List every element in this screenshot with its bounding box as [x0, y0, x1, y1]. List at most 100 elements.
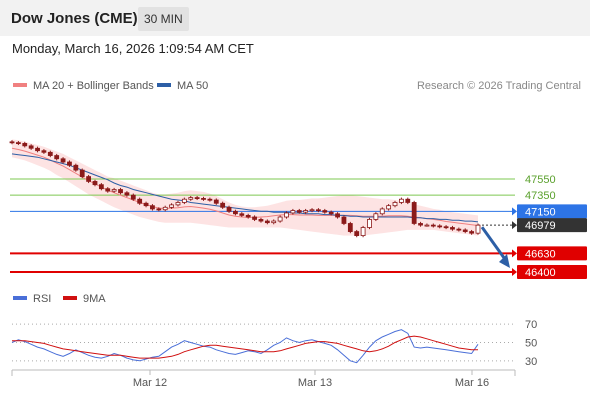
- candle-body: [111, 189, 117, 192]
- credit-text: Research © 2026 Trading Central: [416, 80, 581, 92]
- ma50-swatch: [157, 83, 171, 88]
- candle-body: [60, 158, 66, 163]
- candle-body: [386, 205, 392, 210]
- candle-body: [22, 143, 28, 147]
- candle-body: [354, 231, 360, 237]
- legend-rsi-ma-label: 9MA: [83, 293, 106, 305]
- ma50-line: [11, 153, 479, 223]
- candle-body: [284, 212, 289, 218]
- candle-body: [35, 147, 40, 152]
- candle-body: [245, 214, 251, 218]
- x-tick-label: Mar 13: [298, 377, 332, 389]
- x-axis: Mar 12 Mar 13 Mar 16: [11, 369, 516, 389]
- candle-body: [367, 219, 372, 228]
- candle-body: [418, 223, 423, 226]
- candle-body: [118, 189, 123, 194]
- legend-ma20: MA 20 + Bollinger Bands: [13, 80, 154, 92]
- candle-body: [475, 224, 481, 234]
- legend-rsi: RSI: [13, 293, 51, 305]
- level-label-46630: 46630: [525, 248, 556, 260]
- legend-ma50: MA 50: [157, 80, 208, 92]
- x-tick-label: Mar 16: [455, 377, 489, 389]
- candle-body: [124, 192, 130, 196]
- candle-body: [316, 209, 321, 212]
- instrument-title: Dow Jones (CME): [11, 10, 138, 27]
- candle-body: [239, 213, 245, 216]
- candle-body: [213, 199, 219, 204]
- candle-body: [47, 151, 53, 156]
- candle-body: [9, 141, 15, 144]
- candle-body: [252, 216, 257, 220]
- candle-body: [443, 226, 449, 229]
- candle-body: [226, 206, 232, 212]
- candle-body: [335, 213, 340, 218]
- level-label-46400: 46400: [525, 267, 556, 279]
- candle-body: [405, 198, 411, 203]
- candle-body: [264, 220, 270, 224]
- candle-body: [309, 209, 315, 212]
- candle-body: [130, 194, 136, 200]
- rsi-ma-line: [12, 335, 478, 359]
- candle-body: [290, 210, 296, 214]
- candle-body: [392, 202, 398, 207]
- candle-body: [450, 227, 455, 230]
- level-label-47550: 47550: [525, 174, 556, 186]
- rsi-line: [11, 329, 479, 364]
- level-label-46979: 46979: [525, 220, 556, 232]
- rsi-tick-30: 30: [525, 356, 537, 368]
- legend-rsi-ma: 9MA: [63, 293, 106, 305]
- datetime-label: Monday, March 16, 2026 1:09:54 AM CET: [12, 41, 254, 56]
- candle-body: [424, 224, 430, 227]
- candle-body: [233, 210, 238, 215]
- level-tag-pointer-46979: [512, 221, 517, 230]
- candle-body: [322, 210, 328, 213]
- candle-body: [456, 228, 462, 231]
- candle-body: [181, 198, 187, 203]
- candle-body: [201, 198, 206, 200]
- level-label-47350: 47350: [525, 190, 556, 202]
- candle-body: [271, 220, 277, 224]
- candle-body: [469, 231, 475, 234]
- legend-ma20-label: MA 20 + Bollinger Bands: [33, 80, 154, 92]
- candle-body: [411, 202, 417, 224]
- level-tag-46400: [517, 265, 587, 279]
- candle-body: [328, 211, 334, 215]
- legend-rsi-label: RSI: [33, 293, 52, 305]
- ma20-swatch: [13, 83, 27, 88]
- candle-body: [162, 206, 168, 211]
- candle-body: [54, 155, 60, 160]
- chart-header: Dow Jones (CME) 30 MIN: [0, 0, 590, 36]
- candle-body: [437, 225, 443, 228]
- candle-body: [41, 150, 47, 153]
- x-tick-label: Mar 12: [133, 377, 167, 389]
- candle-body: [79, 169, 85, 177]
- candle-body: [92, 181, 98, 186]
- level-label-47150: 47150: [525, 206, 556, 218]
- candle-body: [15, 142, 21, 145]
- bollinger-band-fill: [12, 139, 478, 236]
- rsi-ma-swatch: [63, 296, 77, 301]
- timeframe-button[interactable]: 30 MIN: [138, 7, 189, 31]
- rsi-tick-70: 70: [525, 319, 537, 331]
- candle-body: [398, 198, 404, 203]
- candle-body: [105, 188, 111, 192]
- rsi-swatch: [13, 296, 27, 301]
- candle-body: [143, 202, 149, 207]
- level-tag-47150: [517, 204, 587, 219]
- candle-body: [150, 205, 155, 210]
- candle-body: [137, 198, 143, 204]
- level-tag-pointer-46400: [512, 268, 517, 276]
- candle-body: [188, 197, 194, 200]
- candle-body: [296, 210, 302, 213]
- candle-body: [430, 224, 436, 227]
- forecast-arrow-shaft: [480, 226, 509, 263]
- candle-body: [462, 229, 468, 232]
- candles: [9, 140, 481, 238]
- level-tag-46979: [517, 218, 587, 233]
- candle-body: [207, 198, 213, 201]
- rsi-panel: 70 50 30: [11, 319, 537, 368]
- legend-ma50-label: MA 50: [177, 80, 209, 92]
- candle-body: [379, 208, 385, 215]
- candle-body: [220, 202, 226, 208]
